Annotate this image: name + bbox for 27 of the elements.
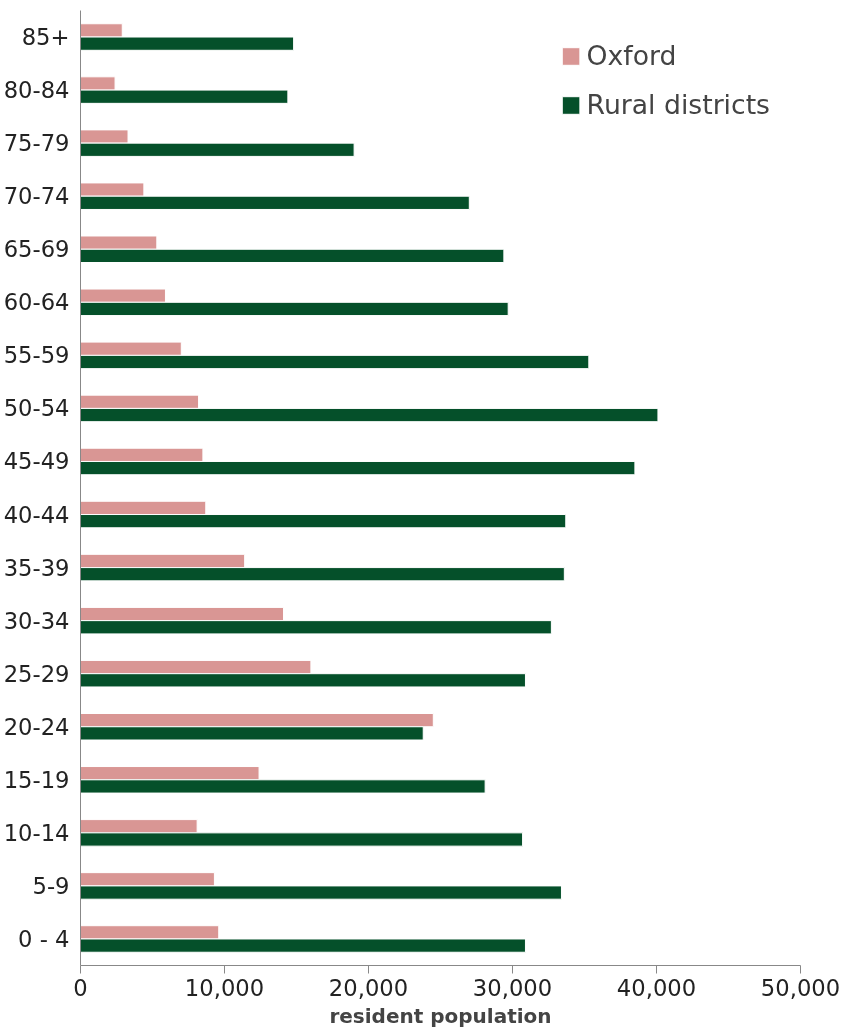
y-tick-label: 70-74	[3, 183, 70, 210]
y-tick-label: 20-24	[3, 713, 70, 740]
x-tick-label: 0	[73, 974, 88, 1001]
y-tick-label: 50-54	[3, 395, 70, 422]
y-tick-label: 30-34	[3, 607, 70, 634]
y-tick-label: 40-44	[3, 501, 70, 528]
y-tick-label: 0 - 4	[18, 925, 70, 952]
y-tick-label: 15-19	[3, 766, 70, 793]
y-tick-label: 85+	[21, 24, 70, 51]
y-tick-label: 65-69	[3, 236, 70, 263]
y-tick-label: 25-29	[3, 660, 70, 687]
x-tick-label: 10,000	[184, 974, 265, 1001]
y-tick-label: 60-64	[3, 289, 70, 316]
x-tick-label: 30,000	[472, 974, 553, 1001]
y-tick-label: 5-9	[32, 872, 70, 899]
y-tick-label: 55-59	[3, 342, 70, 369]
legend-label: Oxford	[586, 40, 677, 71]
x-axis-title: resident population	[329, 1003, 552, 1028]
x-tick-label: 50,000	[760, 974, 841, 1001]
x-tick-label: 20,000	[328, 974, 409, 1001]
y-tick-label: 35-39	[3, 554, 70, 581]
y-tick-label: 75-79	[3, 130, 70, 157]
y-tick-label: 10-14	[3, 819, 70, 846]
y-tick-label: 45-49	[3, 448, 70, 475]
legend-label: Rural districts	[586, 89, 770, 120]
y-tick-label: 80-84	[3, 77, 70, 104]
x-tick-label: 40,000	[616, 974, 697, 1001]
